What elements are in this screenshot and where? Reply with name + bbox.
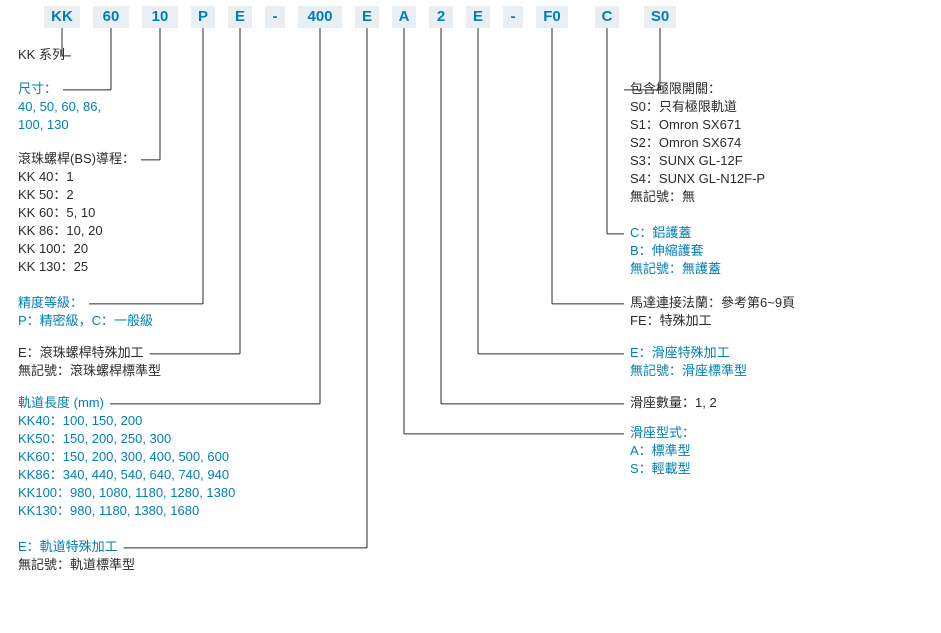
desc-line: 無記號：軌道標準型 [18, 557, 135, 572]
desc-d_bsE: E：滾珠螺桿特殊加工 無記號：滾珠螺桿標準型 [18, 344, 161, 380]
code-cell-c400: 400 [298, 6, 342, 28]
code-cell-kk: KK [44, 6, 80, 28]
desc-line: KK 系列 [18, 47, 65, 62]
code-cell-cC: C [595, 6, 619, 28]
desc-line: KK100：980, 1080, 1180, 1280, 1380 [18, 485, 235, 500]
desc-line: KK 50：2 [18, 187, 74, 202]
part-number-decoder: { "colors": { "accent": "#007fb6", "cell… [0, 0, 941, 633]
code-cell-cP: P [191, 6, 215, 28]
desc-line: E：滑座特殊加工 [630, 345, 730, 360]
desc-line: KK86：340, 440, 540, 640, 740, 940 [18, 467, 229, 482]
desc-d_cover: C：鋁護蓋 B：伸縮護套 無記號：無護蓋 [630, 224, 721, 278]
code-cell-cE3: E [466, 6, 490, 28]
desc-line: 無記號：無 [630, 189, 695, 204]
code-cell-d2: - [503, 6, 523, 28]
desc-line: 滾珠螺桿(BS)導程： [18, 151, 135, 166]
desc-line: 精度等級： [18, 295, 83, 310]
desc-d_series: KK 系列 [18, 46, 65, 64]
desc-d_limit: 包含極限開關： S0：只有極限軌道 S1：Omron SX671 S2：Omro… [630, 80, 765, 206]
desc-line: C：鋁護蓋 [630, 225, 691, 240]
desc-line: KK 86：10, 20 [18, 223, 103, 238]
desc-line: P：精密級，C：一般級 [18, 313, 153, 328]
desc-line: KK 60：5, 10 [18, 205, 95, 220]
desc-line: 無記號：滑座標準型 [630, 363, 747, 378]
desc-line: 100, 130 [18, 117, 69, 132]
code-cell-d1: - [265, 6, 285, 28]
desc-d_qty: 滑座數量：1, 2 [630, 394, 717, 412]
desc-d_blkE: E：滑座特殊加工 無記號：滑座標準型 [630, 344, 747, 380]
desc-line: KK 40：1 [18, 169, 74, 184]
code-cell-cF0: F0 [536, 6, 568, 28]
desc-line: E：滾珠螺桿特殊加工 [18, 345, 144, 360]
desc-line: FE：特殊加工 [630, 313, 712, 328]
desc-d_size: 尺寸： 40, 50, 60, 86, 100, 130 [18, 80, 101, 134]
desc-line: S4：SUNX GL-N12F-P [630, 171, 765, 186]
desc-line: 滑座型式： [630, 425, 695, 440]
desc-line: KK 100：20 [18, 241, 88, 256]
desc-line: KK60：150, 200, 300, 400, 500, 600 [18, 449, 229, 464]
desc-d_grade: 精度等級： P：精密級，C：一般級 [18, 294, 153, 330]
desc-line: KK 130：25 [18, 259, 88, 274]
desc-line: 滑座數量：1, 2 [630, 395, 717, 410]
desc-line: B：伸縮護套 [630, 243, 704, 258]
desc-line: 包含極限開關： [630, 81, 721, 96]
desc-line: S0：只有極限軌道 [630, 99, 737, 114]
code-cell-c60: 60 [93, 6, 129, 28]
desc-line: S2：Omron SX674 [630, 135, 741, 150]
desc-line: A：標準型 [630, 443, 691, 458]
code-cell-c10: 10 [142, 6, 178, 28]
desc-line: 無記號：無護蓋 [630, 261, 721, 276]
code-cell-cE1: E [228, 6, 252, 28]
desc-d_type: 滑座型式： A：標準型 S：輕載型 [630, 424, 695, 478]
desc-line: KK50：150, 200, 250, 300 [18, 431, 171, 446]
desc-line: 軌道長度 (mm) [18, 395, 104, 410]
desc-line: KK130：980, 1180, 1380, 1680 [18, 503, 199, 518]
code-cell-cA: A [392, 6, 416, 28]
desc-line: 尺寸： [18, 81, 57, 96]
desc-line: S1：Omron SX671 [630, 117, 741, 132]
desc-line: S：輕載型 [630, 461, 691, 476]
code-cell-cS0: S0 [644, 6, 676, 28]
desc-line: 無記號：滾珠螺桿標準型 [18, 363, 161, 378]
desc-line: 馬達連接法蘭：參考第6~9頁 [630, 295, 795, 310]
desc-d_flange: 馬達連接法蘭：參考第6~9頁 FE：特殊加工 [630, 294, 795, 330]
code-cell-cE2: E [355, 6, 379, 28]
desc-d_len: 軌道長度 (mm) KK40：100, 150, 200 KK50：150, 2… [18, 394, 235, 520]
desc-line: S3：SUNX GL-12F [630, 153, 743, 168]
desc-line: E：軌道特殊加工 [18, 539, 118, 554]
desc-line: KK40：100, 150, 200 [18, 413, 142, 428]
desc-d_lead: 滾珠螺桿(BS)導程： KK 40：1 KK 50：2 KK 60：5, 10 … [18, 150, 135, 276]
desc-line: 40, 50, 60, 86, [18, 99, 101, 114]
code-cell-c2: 2 [429, 6, 453, 28]
desc-d_trkE: E：軌道特殊加工 無記號：軌道標準型 [18, 538, 135, 574]
